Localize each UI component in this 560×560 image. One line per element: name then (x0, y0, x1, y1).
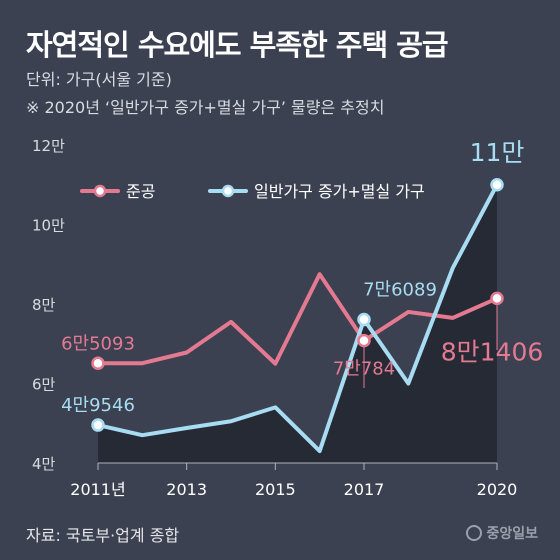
data-point (91, 356, 105, 371)
data-label: 11만 (470, 138, 525, 167)
chart-title: 자연적인 수요에도 부족한 주택 공급 (26, 28, 449, 62)
data-label: 6만5093 (61, 333, 135, 354)
legend-swatch-dot (93, 184, 107, 198)
data-point (91, 418, 105, 432)
data-label: 7만6089 (363, 280, 437, 301)
publisher-logo: 중앙일보 (466, 523, 538, 543)
logo-mark-icon (466, 525, 483, 541)
y-tick-label: 6만 (32, 376, 56, 394)
y-tick-label: 8만 (32, 296, 56, 314)
unit-note: 단위: 가구(서울 기준) (26, 70, 172, 89)
y-tick-label: 10만 (32, 217, 65, 235)
source-note: 자료: 국토부·업계 종합 (26, 526, 180, 545)
demand-area-fill (98, 184, 497, 463)
legend-label: 일반가구 증가+멸실 가구 (254, 182, 425, 201)
logo-text: 중앙일보 (486, 526, 538, 542)
y-tick-label: 4만 (32, 455, 56, 473)
y-tick-label: 12만 (32, 137, 65, 155)
estimate-note: ※ 2020년 ‘일반가구 증가+멸실 가구’ 물량은 추정치 (26, 98, 385, 117)
x-tick-label: 2017 (344, 480, 385, 499)
data-point (490, 178, 504, 192)
data-label: 4만9546 (61, 395, 135, 416)
data-label: 7만784 (333, 359, 395, 380)
x-tick-label: 2020 (477, 480, 518, 499)
series-line-0 (96, 272, 499, 366)
data-label: 8만1406 (441, 337, 544, 366)
legend-swatch-dot (221, 184, 235, 198)
data-point (490, 291, 504, 306)
data-point (357, 312, 371, 327)
x-tick-label: 2013 (166, 480, 207, 499)
data-point (357, 333, 371, 348)
series-line-1 (96, 182, 499, 454)
x-tick-label: 2015 (255, 480, 296, 499)
legend-label: 준공 (126, 182, 155, 201)
x-tick-label: 2011년 (70, 480, 125, 499)
